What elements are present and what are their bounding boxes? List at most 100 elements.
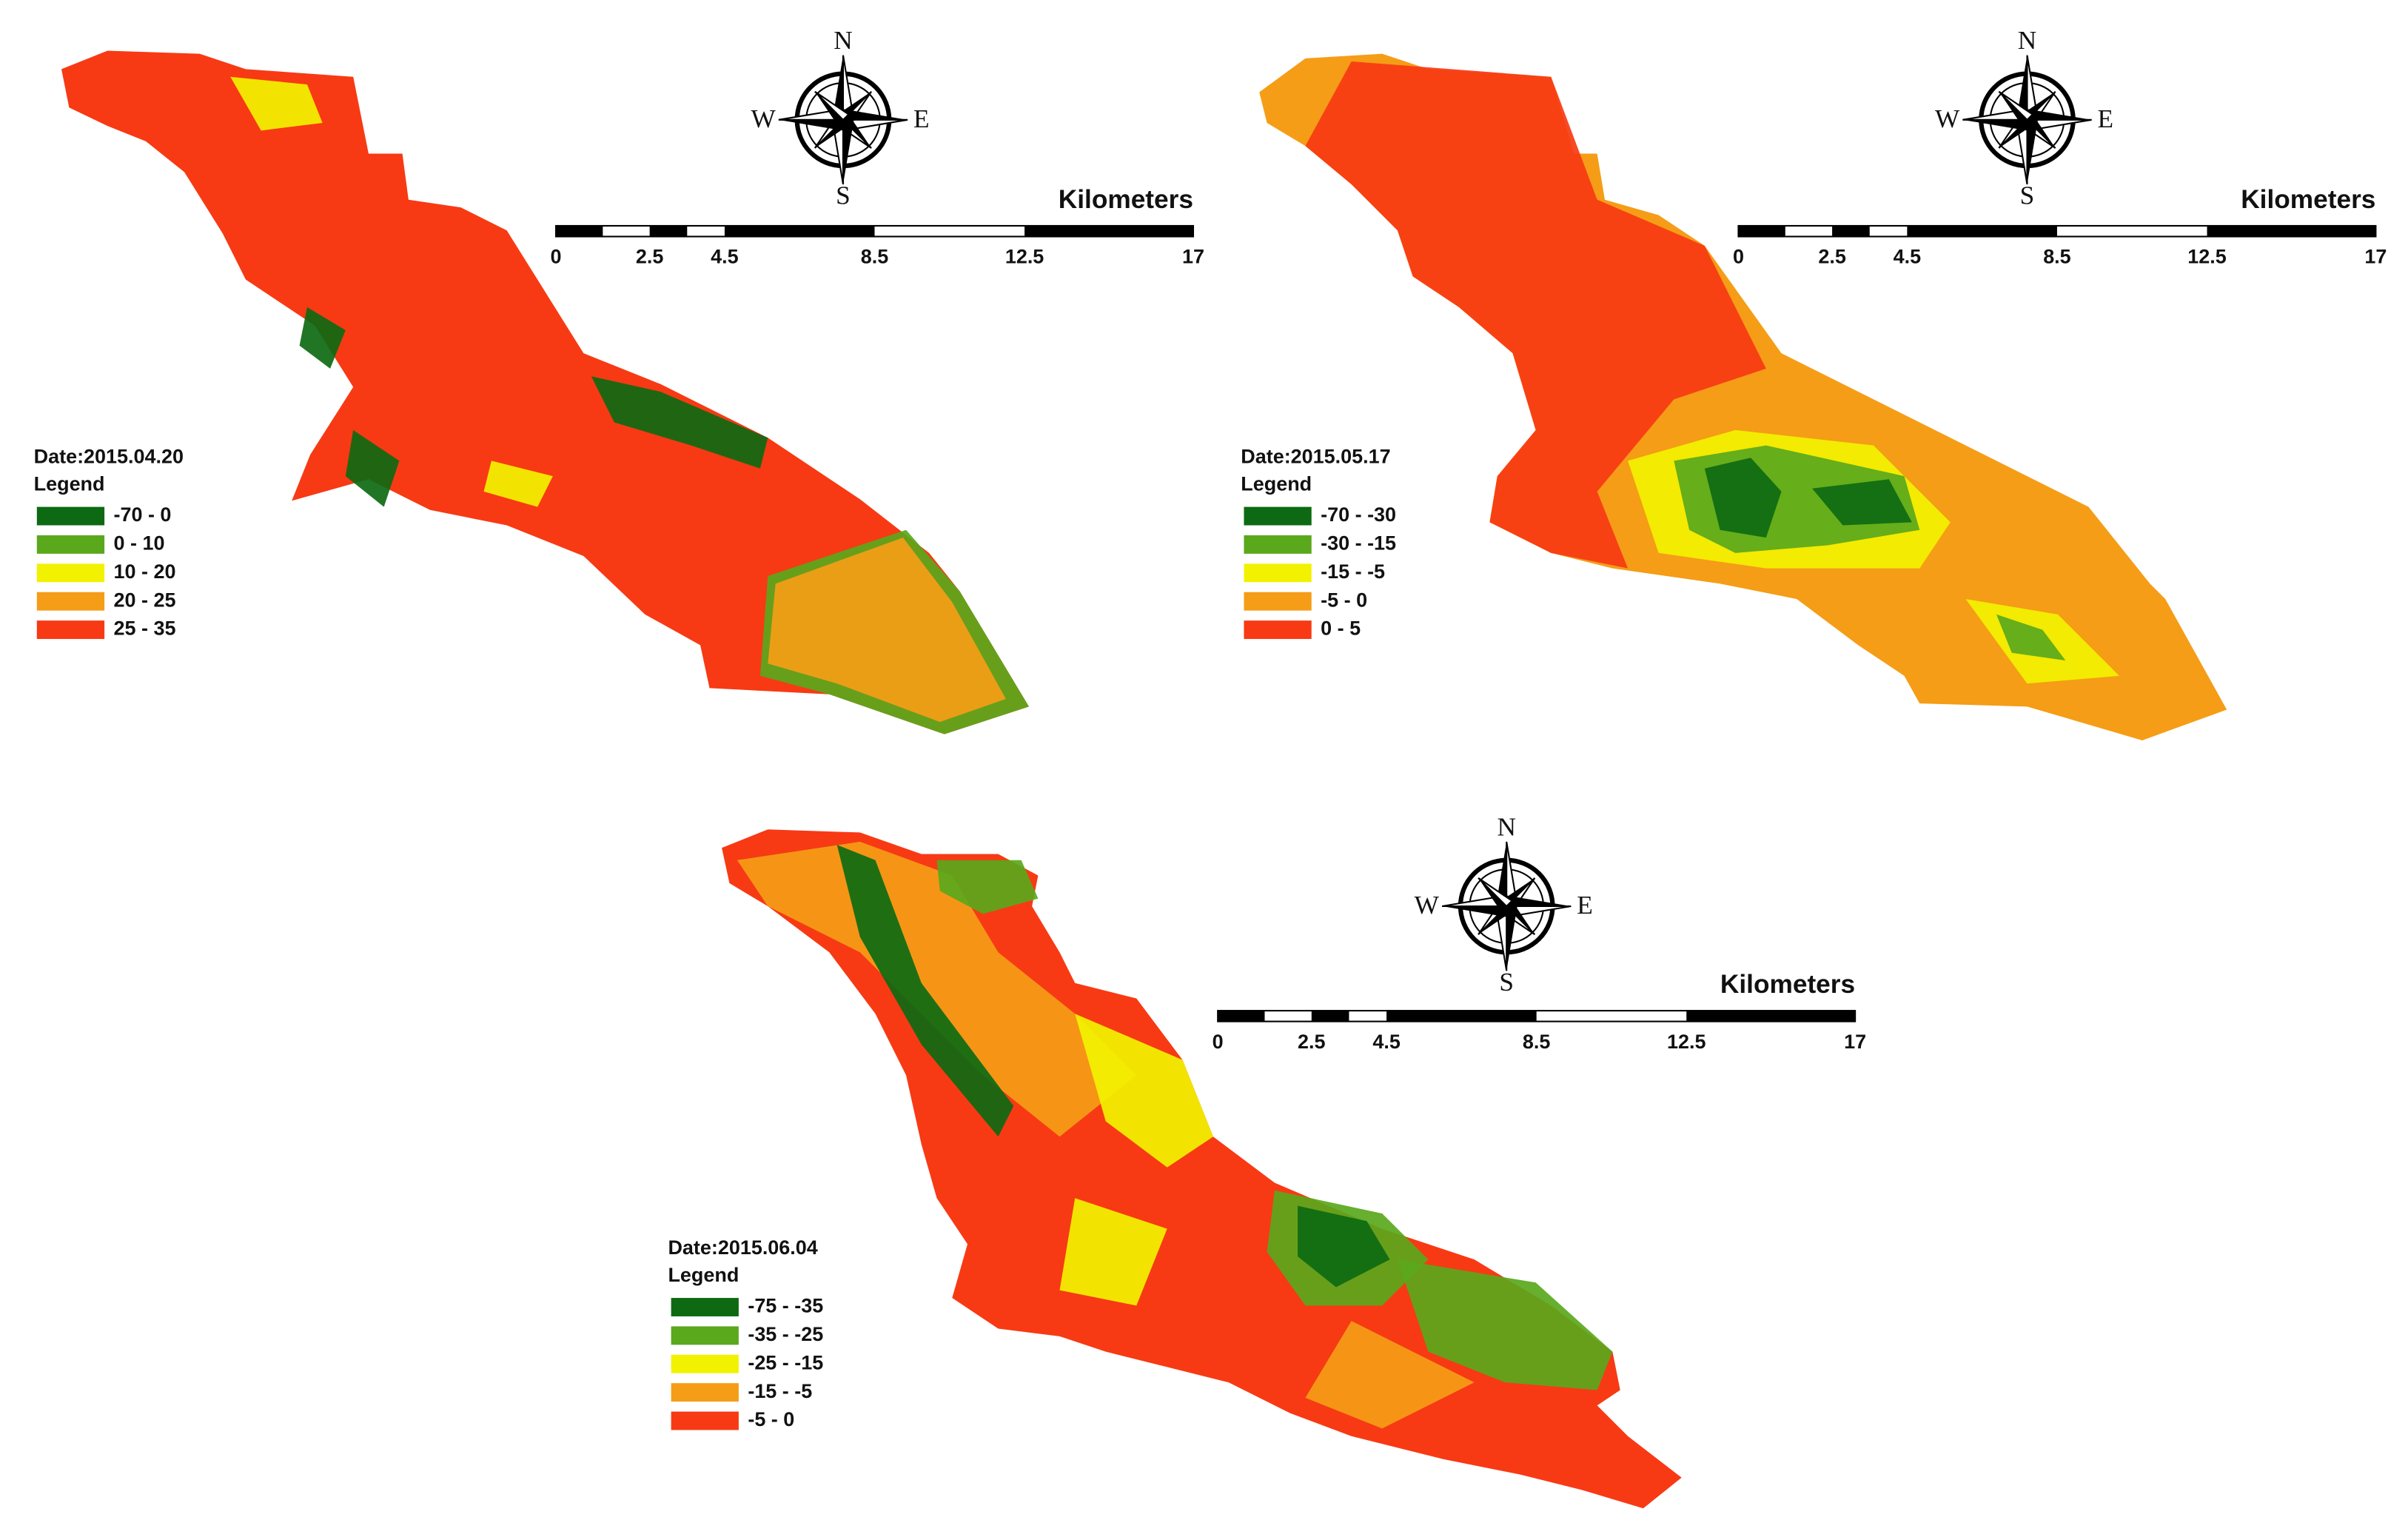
legend-swatch [1244,506,1312,526]
legend-swatch [671,1354,739,1373]
map-zone [737,841,1137,1137]
map-zone [1305,61,1766,569]
map-date: Date:2015.05.17 [1241,445,1390,467]
scale-bar-segment [556,225,603,237]
compass-n: N [1497,812,1515,841]
compass-s: S [2020,181,2035,210]
legend-label: 0 - 10 [114,532,165,555]
scale-unit: Kilometers [1059,185,1193,214]
scale-bar-segment [1386,1011,1537,1022]
scale-tick-label: 12.5 [2187,246,2226,268]
legend-label: 25 - 35 [114,617,176,640]
scale-tick-label: 17 [1182,246,1204,268]
compass-s: S [836,181,851,210]
compass-point [1506,906,1517,971]
scale-tick-label: 8.5 [861,246,888,268]
legend-label: -75 - -35 [748,1295,823,1317]
map-zone [836,845,1014,1137]
compass-w: W [751,104,776,133]
legend-title: Legend [668,1264,739,1286]
legend-swatch [671,1326,739,1345]
map-zone [1397,1259,1613,1390]
legend-label: 20 - 25 [114,589,176,611]
compass-w: W [1415,891,1440,920]
compass-point [1999,91,2028,126]
compass-point [1478,877,1507,912]
scale-tick-label: 17 [2364,246,2387,268]
map-zone [1059,1198,1167,1306]
legend-swatch [671,1411,739,1430]
scale-tick-label: 0 [1733,246,1744,268]
legend-label: 10 - 20 [114,560,176,583]
legend-label: -70 - -30 [1321,503,1396,526]
legend-label: -35 - -25 [748,1323,823,1345]
scale-tick-label: 2.5 [1298,1031,1325,1053]
scale-tick-label: 8.5 [1523,1031,1550,1053]
legend-label: -70 - 0 [114,503,172,526]
scale-tick-label: 12.5 [1005,246,1044,268]
legend-swatch [36,506,105,526]
map-panel: Date:2015.05.17 Legend -70 - -30 -30 - -15 -… [1241,26,2387,740]
map-zone [1812,479,1912,526]
map-panel: Date:2015.06.04 Legend -75 - -35 -35 - -25 -… [668,812,1866,1509]
scale-tick-label: 4.5 [1894,246,1921,268]
legend-label: -25 - -15 [748,1351,823,1373]
compass-w: W [1935,104,1960,133]
scale-tick-label: 2.5 [636,246,663,268]
scale-tick-label: 0 [551,246,562,268]
scale-bar-segment [1738,225,1785,237]
compass-e: E [913,104,930,133]
legend-swatch [36,592,105,611]
scale-bar-segment [1218,1011,1265,1022]
legend-swatch [1244,592,1312,611]
map-date: Date:2015.06.04 [668,1236,817,1259]
legend-swatch [671,1298,739,1316]
legend-swatch [36,563,105,583]
legend-label: -5 - 0 [1321,589,1367,611]
map-zone [230,76,323,131]
compass-point [814,90,850,121]
compass-n: N [834,26,852,55]
scale-tick-label: 12.5 [1667,1031,1706,1053]
scale-unit: Kilometers [2241,185,2375,214]
legend-label: -5 - 0 [748,1408,794,1430]
map-zone [299,307,346,369]
scale-tick-label: 17 [1844,1031,1866,1053]
map-zone [768,538,1006,723]
scale-tick-label: 0 [1213,1031,1224,1053]
compass-s: S [1499,968,1514,997]
compass-e: E [2098,104,2114,133]
compass-n: N [2018,26,2036,55]
legend-swatch [36,620,105,640]
legend-label: -30 - -15 [1321,532,1396,555]
scale-bar-segment [1311,1011,1349,1022]
compass-point [814,91,843,126]
scale-bar-segment [2207,225,2376,237]
compass-point [2027,119,2039,184]
compass-e: E [1577,891,1593,920]
legend-label: 0 - 5 [1321,617,1361,640]
compass-point [1442,906,1507,917]
compass-point [1495,841,1507,907]
scale-bar-segment [1907,225,2057,237]
legend-label: -15 - -5 [1321,560,1385,583]
scale-bar-segment [724,225,875,237]
compass-point [1506,895,1572,907]
map-zone [345,429,400,507]
legend-swatch [1244,563,1312,583]
legend-swatch [1244,535,1312,554]
scale-bar-segment [649,225,688,237]
legend-swatch [671,1383,739,1402]
map-date: Date:2015.04.20 [34,445,184,467]
scale-tick-label: 2.5 [1818,246,1845,268]
compass-point [2027,109,2092,120]
scale-bar-segment [1832,225,1870,237]
map-zone [1298,1205,1390,1288]
scale-bar-segment [1686,1011,1856,1022]
map-zone [483,461,553,507]
compass-point [1998,90,2034,121]
legend-title: Legend [1241,473,1312,495]
legend-title: Legend [34,473,105,495]
map-zone [1704,458,1782,538]
